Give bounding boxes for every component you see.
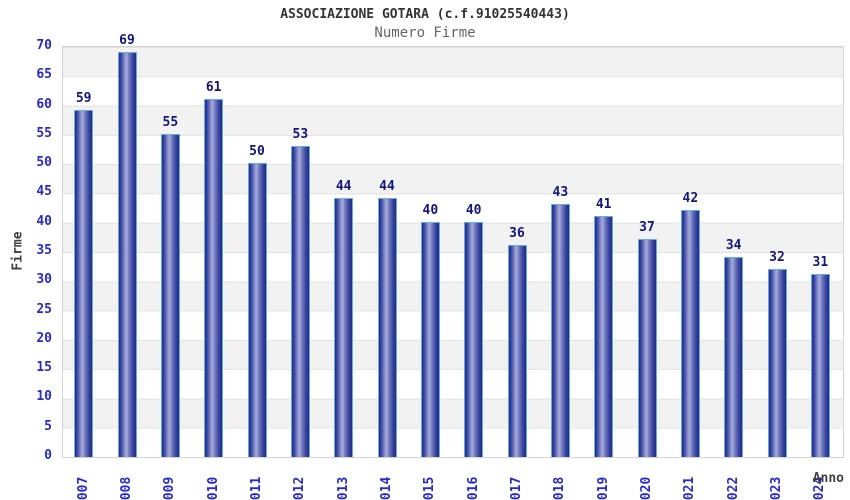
bar-2020 [637, 239, 657, 457]
y-tick-label: 70 [36, 38, 52, 53]
bar-value-label: 53 [292, 126, 309, 142]
y-tick-label: 0 [44, 448, 52, 463]
chart-title: ASSOCIAZIONE GOTARA (c.f.91025540443) [280, 7, 570, 22]
y-tick-label: 55 [36, 125, 52, 141]
bar-value-label: 40 [465, 202, 482, 218]
bar-value-label: 42 [682, 191, 699, 206]
x-tick-label: 2017 [509, 476, 524, 500]
x-tick-label: 2011 [249, 476, 264, 500]
x-tick-label: 2016 [465, 476, 481, 500]
bar-2010 [204, 98, 224, 457]
x-tick-label: 2021 [682, 476, 698, 500]
bar-value-label: 43 [552, 185, 569, 201]
bar-2019 [594, 215, 614, 457]
bar-2017 [507, 245, 527, 457]
y-tick-label: 10 [36, 389, 52, 405]
x-tick-label: 2020 [639, 476, 654, 500]
bar-2012 [290, 145, 310, 457]
bar-value-label: 50 [249, 144, 265, 160]
bar-value-label: 37 [639, 220, 655, 236]
y-tick-label: 25 [36, 301, 52, 317]
x-tick-label: 2018 [552, 476, 568, 500]
bar-2009 [160, 133, 180, 457]
x-tick-label: 2023 [769, 476, 784, 500]
x-tick-label: 2019 [595, 476, 611, 500]
x-tick-label: 2012 [292, 476, 308, 500]
bar-value-label: 40 [422, 202, 439, 218]
x-tick-label: 2022 [725, 476, 741, 500]
x-tick-label: 2007 [75, 476, 91, 500]
x-axis-title: Anno [812, 471, 844, 486]
y-tick-label: 60 [36, 96, 52, 112]
bar-2007 [74, 110, 94, 457]
x-tick-label: 2014 [379, 476, 394, 500]
bar-value-label: 55 [162, 114, 179, 130]
x-tick-label: 2008 [119, 476, 134, 500]
bar-2014 [377, 198, 397, 457]
bar-2015 [420, 221, 440, 457]
y-tick-label: 35 [36, 243, 52, 258]
chart-subtitle: Numero Firme [374, 25, 476, 41]
y-tick-label: 50 [36, 155, 52, 171]
bar-value-label: 69 [119, 32, 135, 48]
bar-value-label: 61 [205, 79, 222, 95]
bar-2024 [810, 274, 830, 457]
bar-2023 [767, 268, 787, 457]
y-tick-label: 40 [36, 213, 52, 229]
y-axis-title: Firme [10, 231, 26, 271]
bar-2021 [680, 210, 700, 457]
bar-2022 [724, 256, 744, 457]
bar-2016 [464, 221, 484, 457]
bar-value-label: 31 [812, 255, 829, 271]
bar-value-label: 32 [769, 249, 785, 265]
y-tick-label: 20 [36, 330, 52, 346]
y-tick-label: 30 [36, 272, 52, 288]
bar-2013 [334, 198, 354, 457]
y-tick-label: 5 [44, 418, 52, 434]
bar-2018 [550, 204, 570, 457]
y-tick-label: 65 [36, 67, 52, 83]
y-tick-label: 15 [36, 360, 52, 376]
x-tick-label: 2015 [422, 476, 438, 500]
bar-value-label: 59 [75, 91, 92, 107]
x-tick-label: 2010 [205, 476, 221, 500]
bar-value-label: 41 [595, 196, 612, 212]
bar-value-label: 36 [509, 226, 525, 242]
plot-area [62, 46, 844, 458]
bar-value-label: 34 [725, 237, 742, 253]
y-tick-label: 45 [36, 184, 52, 200]
bar-2011 [247, 163, 267, 457]
bar-value-label: 44 [335, 179, 352, 195]
bar-value-label: 44 [379, 179, 395, 195]
x-tick-label: 2013 [335, 476, 351, 500]
x-tick-label: 2009 [162, 476, 178, 500]
bar-2008 [117, 51, 137, 457]
